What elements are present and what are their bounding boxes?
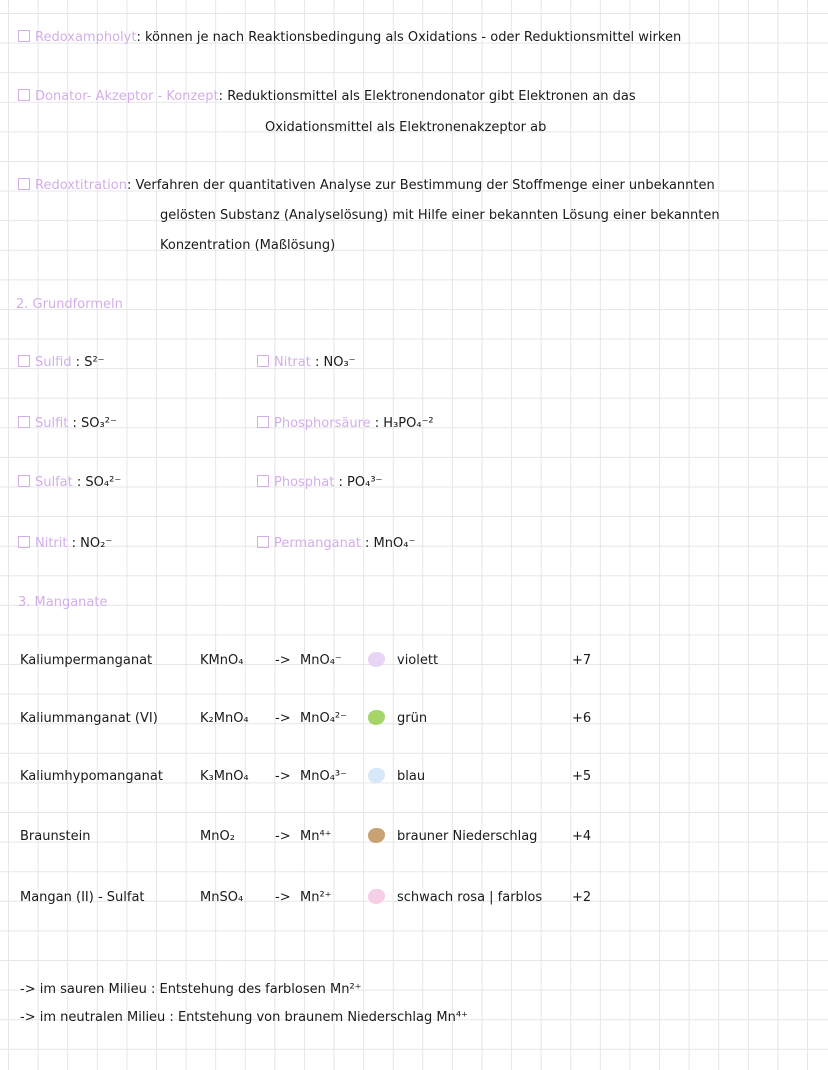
definition-donator-akzeptor: Donator- Akzeptor - Konzept: Reduktionsm… [18, 89, 636, 105]
note-line: -> im neutralen Milieu : Entstehung von … [20, 1010, 468, 1025]
compound-name: Mangan (II) - Sulfat [20, 890, 145, 905]
color-label: schwach rosa | farblos [397, 890, 543, 905]
section-heading: 3. Manganate [18, 595, 108, 610]
definition-line: gelösten Substanz (Analyselösung) mit Hi… [160, 208, 720, 223]
color-label: violett [397, 653, 439, 668]
compound-name: Kaliumhypomanganat [20, 769, 163, 784]
compound-name: Kaliumpermanganat [20, 653, 153, 668]
color-label: brauner Niederschlag [397, 829, 538, 844]
color-label: blau [397, 769, 426, 784]
checkbox-icon [257, 416, 269, 428]
definition-line: Konzentration (Maßlösung) [160, 238, 336, 253]
checkbox-icon [18, 178, 30, 190]
oxidation-state: +2 [572, 890, 592, 905]
compound-formula: MnSO₄ [200, 890, 244, 905]
compound-formula: MnO₂ [200, 829, 235, 844]
formula-item: Phosphorsäure : H₃PO₄⁻² [257, 416, 434, 432]
checkbox-icon [18, 89, 30, 101]
oxidation-state: +6 [572, 711, 592, 726]
reaction-arrow: -> [275, 890, 291, 905]
checkbox-icon [18, 536, 30, 548]
oxidation-state: +7 [572, 653, 592, 668]
reaction-arrow: -> [275, 653, 291, 668]
compound-name: Braunstein [20, 829, 91, 844]
checkbox-icon [18, 30, 30, 42]
color-label: grün [397, 711, 428, 726]
color-swatch [368, 889, 385, 904]
color-swatch [368, 768, 385, 783]
checkbox-icon [18, 475, 30, 487]
oxidation-state: +5 [572, 769, 592, 784]
checkbox-icon [18, 416, 30, 428]
checkbox-icon [257, 355, 269, 367]
formula-item: Nitrit : NO₂⁻ [18, 536, 112, 552]
ion-formula: Mn⁴⁺ [300, 829, 332, 844]
color-swatch [368, 710, 385, 725]
compound-name: Kaliummanganat (VI) [20, 711, 158, 726]
compound-formula: K₂MnO₄ [200, 711, 249, 726]
ion-formula: MnO₄³⁻ [300, 769, 347, 784]
formula-item: Sulfit : SO₃²⁻ [18, 416, 117, 432]
formula-item: Nitrat : NO₃⁻ [257, 355, 356, 371]
oxidation-state: +4 [572, 829, 592, 844]
definition-line: Oxidationsmittel als Elektronenakzeptor … [265, 120, 547, 135]
reaction-arrow: -> [275, 769, 291, 784]
ion-formula: MnO₄⁻ [300, 653, 342, 668]
reaction-arrow: -> [275, 711, 291, 726]
color-swatch [368, 828, 385, 843]
checkbox-icon [18, 355, 30, 367]
section-heading: 2. Grundformeln [16, 297, 123, 312]
formula-item: Permanganat : MnO₄⁻ [257, 536, 415, 552]
checkbox-icon [257, 475, 269, 487]
ion-formula: Mn²⁺ [300, 890, 332, 905]
compound-formula: K₃MnO₄ [200, 769, 249, 784]
color-swatch [368, 652, 385, 667]
reaction-arrow: -> [275, 829, 291, 844]
formula-item: Sulfid : S²⁻ [18, 355, 105, 371]
note-line: -> im sauren Milieu : Entstehung des far… [20, 982, 362, 997]
formula-item: Phosphat : PO₄³⁻ [257, 475, 382, 491]
definition-redoxampholyt: Redoxampholyt: können je nach Reaktionsb… [18, 30, 681, 46]
checkbox-icon [257, 536, 269, 548]
compound-formula: KMnO₄ [200, 653, 244, 668]
ion-formula: MnO₄²⁻ [300, 711, 347, 726]
formula-item: Sulfat : SO₄²⁻ [18, 475, 121, 491]
definition-redoxtitration: Redoxtitration: Verfahren der quantitati… [18, 178, 715, 194]
